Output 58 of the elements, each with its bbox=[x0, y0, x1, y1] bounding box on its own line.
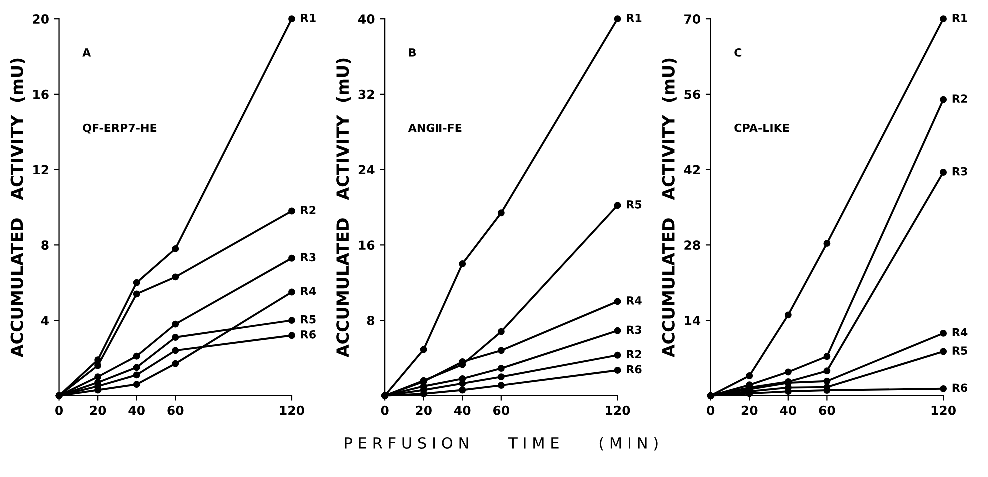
series-label: R5 bbox=[301, 316, 316, 324]
series-label: R1 bbox=[301, 14, 316, 22]
series-label: R2 bbox=[952, 94, 968, 103]
x-tick-label: 20 bbox=[742, 406, 758, 416]
series-label: R3 bbox=[952, 167, 968, 176]
y-tick-label: 8 bbox=[367, 316, 375, 326]
y-tick-label: 28 bbox=[684, 240, 700, 250]
y-tick-label: 8 bbox=[42, 240, 49, 250]
x-tick-label: 20 bbox=[90, 406, 106, 416]
series-label: R5 bbox=[627, 200, 642, 209]
annotation: QF-ERP7-HE bbox=[83, 124, 157, 134]
y-tick-label: 32 bbox=[358, 90, 374, 100]
y-tick-label: 12 bbox=[34, 165, 48, 175]
x-tick-label: 0 bbox=[381, 406, 389, 416]
y-axis-title: ACCUMULATED ACTIVITY (mU) bbox=[662, 58, 677, 358]
series-label: R5 bbox=[952, 346, 968, 355]
series-label: R3 bbox=[627, 326, 642, 334]
y-axis-title: ACCUMULATED ACTIVITY (mU) bbox=[336, 58, 352, 358]
annotation: C bbox=[734, 48, 742, 57]
series-label: R4 bbox=[627, 296, 642, 305]
x-tick-label: 120 bbox=[606, 406, 630, 416]
x-tick-label: 120 bbox=[932, 406, 956, 416]
y-tick-label: 24 bbox=[358, 165, 375, 175]
y-tick-label: 16 bbox=[359, 240, 375, 250]
series-label: R1 bbox=[627, 14, 642, 22]
x-tick-label: 20 bbox=[416, 406, 432, 416]
series-label: R6 bbox=[952, 384, 968, 392]
x-tick-label: 0 bbox=[56, 406, 64, 416]
x-axis-title: P E R F U S I O N T I M E ( M I N ) bbox=[345, 437, 658, 451]
y-tick-label: 40 bbox=[358, 14, 375, 24]
series-label: R1 bbox=[952, 14, 968, 22]
series-label: R6 bbox=[301, 330, 316, 339]
x-tick-label: 40 bbox=[128, 406, 145, 416]
annotation: A bbox=[82, 48, 92, 57]
annotation: ANGⅡ-FE bbox=[408, 124, 462, 132]
x-tick-label: 120 bbox=[280, 406, 304, 416]
x-tick-label: 60 bbox=[819, 406, 836, 416]
annotation: B bbox=[409, 48, 416, 57]
x-tick-label: 60 bbox=[493, 406, 510, 416]
x-tick-label: 40 bbox=[780, 406, 797, 416]
series-label: R4 bbox=[952, 328, 968, 337]
series-label: R2 bbox=[627, 350, 642, 358]
x-tick-label: 60 bbox=[168, 406, 184, 416]
x-tick-label: 40 bbox=[454, 406, 471, 416]
series-label: R2 bbox=[301, 206, 316, 214]
y-axis-title: ACCUMULATED ACTIVITY (mU) bbox=[10, 58, 26, 358]
y-tick-label: 14 bbox=[685, 316, 701, 326]
series-label: R3 bbox=[301, 253, 316, 262]
y-tick-label: 16 bbox=[34, 90, 49, 100]
y-tick-label: 70 bbox=[684, 14, 701, 24]
y-tick-label: 56 bbox=[684, 90, 700, 100]
y-tick-label: 42 bbox=[684, 165, 700, 175]
y-tick-label: 4 bbox=[41, 316, 49, 326]
annotation: CPA-LIKE bbox=[734, 124, 790, 132]
y-tick-label: 20 bbox=[33, 14, 49, 24]
series-label: R6 bbox=[627, 365, 642, 374]
x-tick-label: 0 bbox=[707, 406, 715, 416]
series-label: R4 bbox=[301, 287, 316, 296]
